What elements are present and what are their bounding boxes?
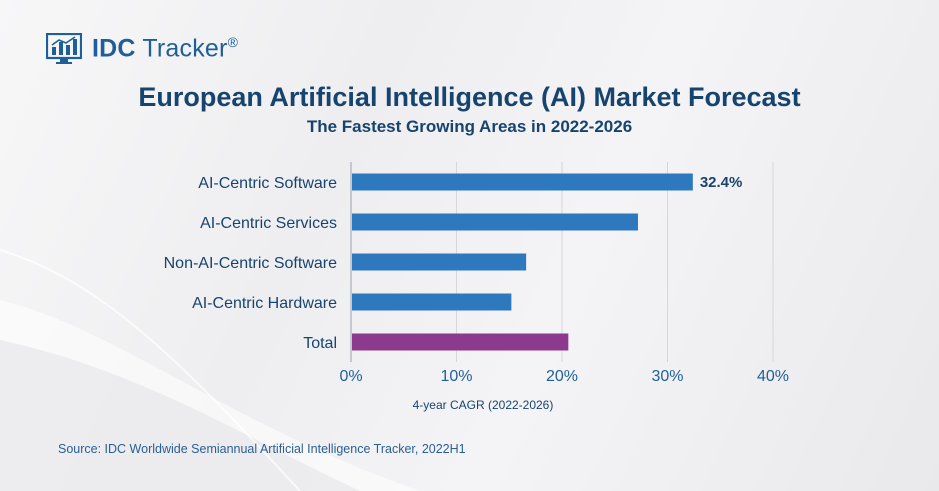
- x-tick-label: 10%: [440, 368, 472, 385]
- source-note: Source: IDC Worldwide Semiannual Artific…: [58, 442, 466, 456]
- category-label: AI-Centric Software: [198, 175, 337, 192]
- chart-title: European Artificial Intelligence (AI) Ma…: [138, 82, 801, 112]
- chart-monitor-icon: [46, 33, 82, 64]
- chart-subtitle: The Fastest Growing Areas in 2022-2026: [306, 117, 633, 136]
- x-tick-label: 20%: [546, 368, 578, 385]
- bar: [352, 253, 527, 271]
- x-axis-title: 4-year CAGR (2022-2026): [413, 398, 554, 412]
- registered-mark: ®: [227, 34, 239, 51]
- bar: [352, 293, 512, 311]
- x-tick-label: 40%: [757, 368, 789, 385]
- brand-name-bold: IDC: [92, 34, 136, 63]
- category-label: Non-AI-Centric Software: [164, 255, 337, 272]
- bar: [352, 333, 569, 351]
- bar: [352, 173, 693, 191]
- x-tick-label: 30%: [651, 368, 683, 385]
- data-label: 32.4%: [700, 174, 743, 191]
- category-label: Total: [303, 335, 337, 352]
- brand-name-light: Tracker: [142, 34, 228, 63]
- bar: [352, 213, 638, 231]
- idc-tracker-logo: IDC Tracker®: [46, 33, 238, 65]
- brand-name: IDC Tracker®: [92, 34, 238, 63]
- x-tick-label: 0%: [339, 368, 362, 385]
- category-label: AI-Centric Hardware: [192, 295, 337, 312]
- category-label: AI-Centric Services: [200, 215, 337, 232]
